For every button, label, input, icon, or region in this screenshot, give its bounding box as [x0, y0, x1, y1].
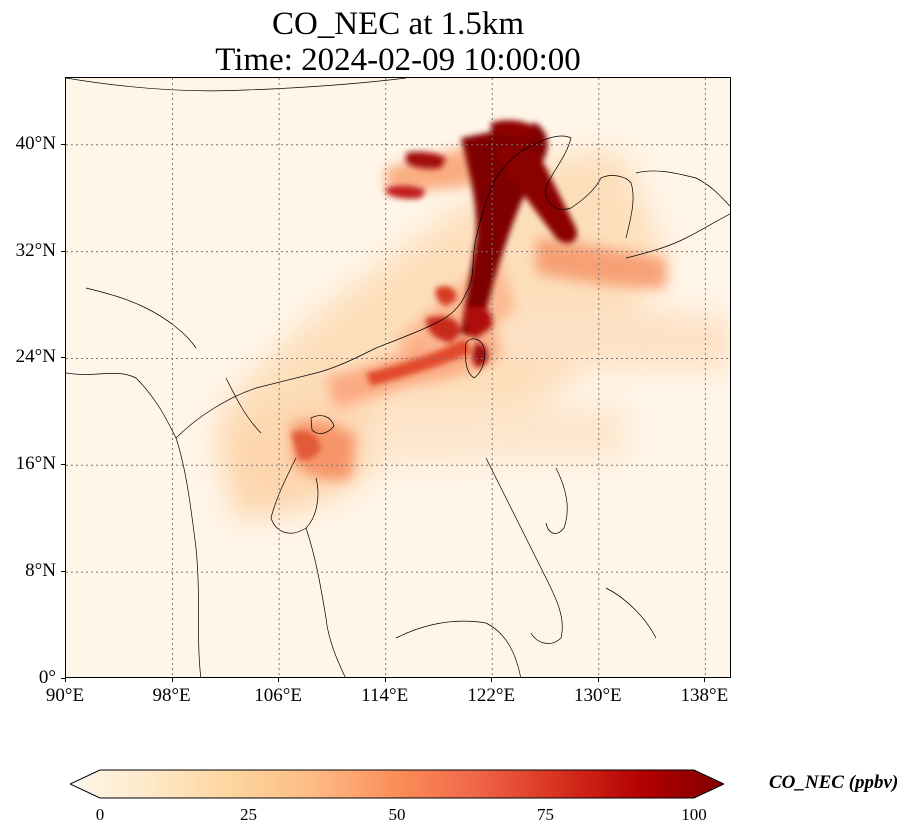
lat-tick-label: 40°N	[15, 132, 56, 154]
lon-tick-mark	[597, 678, 599, 682]
map-timestamp: Time: 2024-02-09 10:00:00	[215, 42, 581, 78]
lat-tick-mark	[61, 143, 65, 145]
lon-tick-label: 114°E	[361, 685, 409, 706]
colorbar	[68, 769, 726, 799]
colorbar-tick-label: 25	[240, 805, 257, 824]
colorbar-tick-label: 75	[537, 805, 554, 824]
colorbar-tick-label: 0	[95, 805, 105, 824]
gridlines	[66, 78, 730, 677]
lon-tick-label: 106°E	[254, 685, 302, 706]
lon-tick-label: 130°E	[573, 685, 622, 706]
coastline-layer	[66, 78, 730, 677]
map-title: CO_NEC at 1.5km	[271, 6, 525, 42]
map-canvas	[66, 78, 730, 677]
colorbar-tick-label: 100	[681, 805, 707, 824]
lon-tick-mark	[65, 678, 66, 682]
lon-tick-label: 90°E	[45, 685, 85, 706]
lat-tick-label: 16°N	[15, 453, 56, 475]
lon-tick-label: 122°E	[467, 685, 516, 706]
lat-tick-label: 32°N	[15, 239, 56, 261]
lat-tick-label: 8°N	[25, 560, 56, 582]
colorbar-ramp	[68, 769, 726, 799]
colorbar-bar	[68, 769, 726, 799]
lon-tick-mark	[171, 678, 173, 682]
colorbar-label: CO_NEC (ppbv)	[769, 772, 899, 793]
lat-tick-label: 0°	[38, 667, 56, 688]
lat-tick-mark	[61, 250, 65, 252]
lon-tick-mark	[278, 678, 280, 682]
lon-tick-mark	[384, 678, 386, 682]
lon-tick-label: 138°E	[680, 685, 729, 706]
lat-tick-mark	[61, 571, 65, 573]
colorbar-tick-label: 50	[388, 805, 406, 824]
lon-tick-mark	[491, 678, 493, 682]
lon-tick-mark	[704, 678, 706, 682]
plume-intense-layer	[291, 120, 577, 460]
lat-tick-mark	[61, 678, 65, 679]
lon-tick-label: 98°E	[152, 685, 191, 706]
lat-tick-label: 24°N	[15, 346, 56, 368]
map-panel[interactable]	[65, 77, 731, 678]
lat-tick-mark	[61, 357, 65, 359]
lat-tick-mark	[61, 464, 65, 466]
